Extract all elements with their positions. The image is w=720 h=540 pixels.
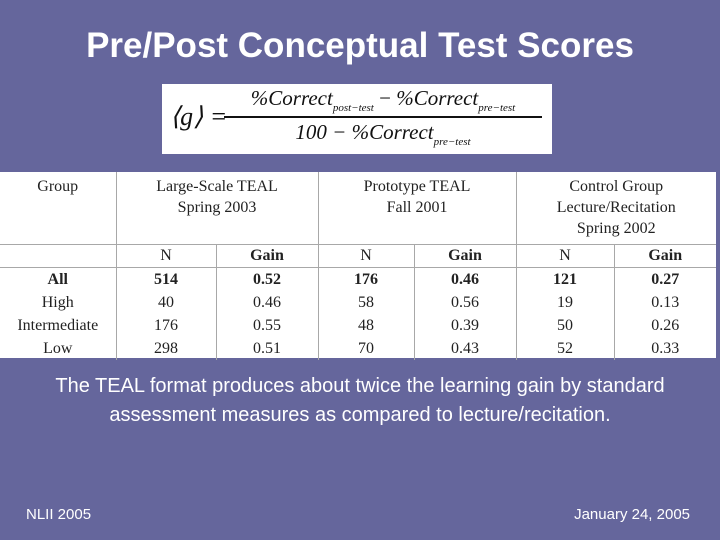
- gain-formula: ⟨g⟩ = %Correctpost−test − %Correctpre−te…: [162, 84, 552, 154]
- header-line: Lecture/Recitation: [556, 199, 676, 216]
- table-row: High 40 0.46 58 0.56 19 0.13: [0, 291, 716, 314]
- scores-table: Group Large-Scale TEAL Spring 2003 Proto…: [0, 172, 717, 360]
- cell-gain: 0.13: [651, 293, 680, 311]
- n-label: N: [116, 244, 217, 268]
- group-header: Group: [0, 172, 117, 245]
- row-group: All: [0, 267, 117, 291]
- numerator-operator: −: [373, 86, 397, 110]
- cell-n: 298: [116, 337, 217, 360]
- slide-caption: The TEAL format produces about twice the…: [55, 375, 665, 426]
- scores-table-panel: Group Large-Scale TEAL Spring 2003 Proto…: [0, 172, 717, 360]
- table-subheader-row: N Gain N Gain N Gain: [0, 244, 717, 268]
- large-scale-teal-header: Large-Scale TEAL Spring 2003: [116, 172, 319, 245]
- denominator-term: 100 − %Correct: [295, 119, 434, 144]
- n-label: N: [318, 244, 415, 268]
- header-line: Spring 2002: [576, 220, 656, 237]
- table-row: All 514 0.52 176 0.46 121 0.27: [0, 267, 716, 291]
- empty-cell: [0, 244, 117, 268]
- cell-n: 52: [516, 337, 615, 360]
- header-line: Large-Scale TEAL: [156, 178, 278, 195]
- cell-gain: 0.39: [414, 314, 517, 337]
- table-row: Low 298 0.51 70 0.43 52 0.33: [0, 337, 716, 360]
- cell-gain: 0.51: [216, 337, 319, 360]
- formula-fraction: %Correctpost−test − %Correctpre−test 100…: [224, 86, 542, 148]
- cell-gain: 0.43: [414, 337, 517, 360]
- gain-label: Gain: [414, 244, 517, 268]
- header-line: Spring 2003: [177, 199, 257, 216]
- cell-n: 514: [116, 267, 217, 291]
- cell-gain: 0.52: [216, 267, 319, 291]
- cell-n: 48: [318, 314, 415, 337]
- gain-label: Gain: [216, 244, 319, 268]
- cell-n: 50: [516, 314, 615, 337]
- gain-label: Gain: [614, 244, 717, 268]
- footer-date: January 24, 2005: [574, 506, 690, 523]
- cell-gain: 0.27: [651, 270, 680, 288]
- n-label: N: [516, 244, 615, 268]
- cell-gain: 0.46: [216, 291, 319, 314]
- numerator-sub-b: pre−test: [478, 102, 516, 114]
- cell-gain: 0.46: [414, 267, 517, 291]
- row-group: High: [0, 291, 117, 314]
- formula-numerator: %Correctpost−test − %Correctpre−test: [224, 86, 542, 114]
- row-group: Intermediate: [0, 314, 117, 337]
- cell-n: 40: [116, 291, 217, 314]
- cell-gain: 0.55: [216, 314, 319, 337]
- row-group: Low: [0, 337, 117, 360]
- table-row: Intermediate 176 0.55 48 0.39 50 0.26: [0, 314, 716, 337]
- cell-n: 121: [516, 267, 615, 291]
- control-group-header: Control Group Lecture/Recitation Spring …: [516, 172, 717, 245]
- cell-n: 176: [116, 314, 217, 337]
- formula-lhs: ⟨g⟩ =: [170, 102, 228, 131]
- header-line: Fall 2001: [386, 199, 448, 216]
- cell-gain: 0.26: [651, 316, 680, 334]
- cell-n: 58: [318, 291, 415, 314]
- fraction-bar: [224, 116, 542, 118]
- numerator-term-b: %Correct: [396, 86, 479, 110]
- prototype-teal-header: Prototype TEAL Fall 2001: [318, 172, 517, 245]
- cell-n: 70: [318, 337, 415, 360]
- numerator-term-a: %Correct: [250, 86, 333, 110]
- denominator-sub: pre−test: [433, 135, 471, 148]
- cell-gain: 0.33: [651, 339, 680, 357]
- table-header-row: Group Large-Scale TEAL Spring 2003 Proto…: [0, 172, 717, 245]
- formula-denominator: 100 − %Correctpre−test: [224, 120, 542, 148]
- header-line: Control Group: [569, 178, 664, 195]
- cell-gain: 0.56: [414, 291, 517, 314]
- header-line: Prototype TEAL: [363, 178, 471, 195]
- numerator-sub-a: post−test: [332, 102, 374, 114]
- footer-event: NLII 2005: [26, 506, 92, 523]
- slide-title: Pre/Post Conceptual Test Scores: [86, 26, 634, 65]
- cell-n: 176: [318, 267, 415, 291]
- cell-n: 19: [516, 291, 615, 314]
